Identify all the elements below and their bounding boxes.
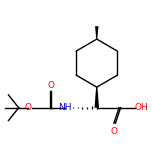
Text: O: O <box>25 103 32 112</box>
Text: OH: OH <box>135 103 149 112</box>
Text: O: O <box>110 128 117 136</box>
Text: NH: NH <box>58 103 71 112</box>
Polygon shape <box>95 87 99 108</box>
Polygon shape <box>95 26 98 39</box>
Text: O: O <box>48 81 55 90</box>
